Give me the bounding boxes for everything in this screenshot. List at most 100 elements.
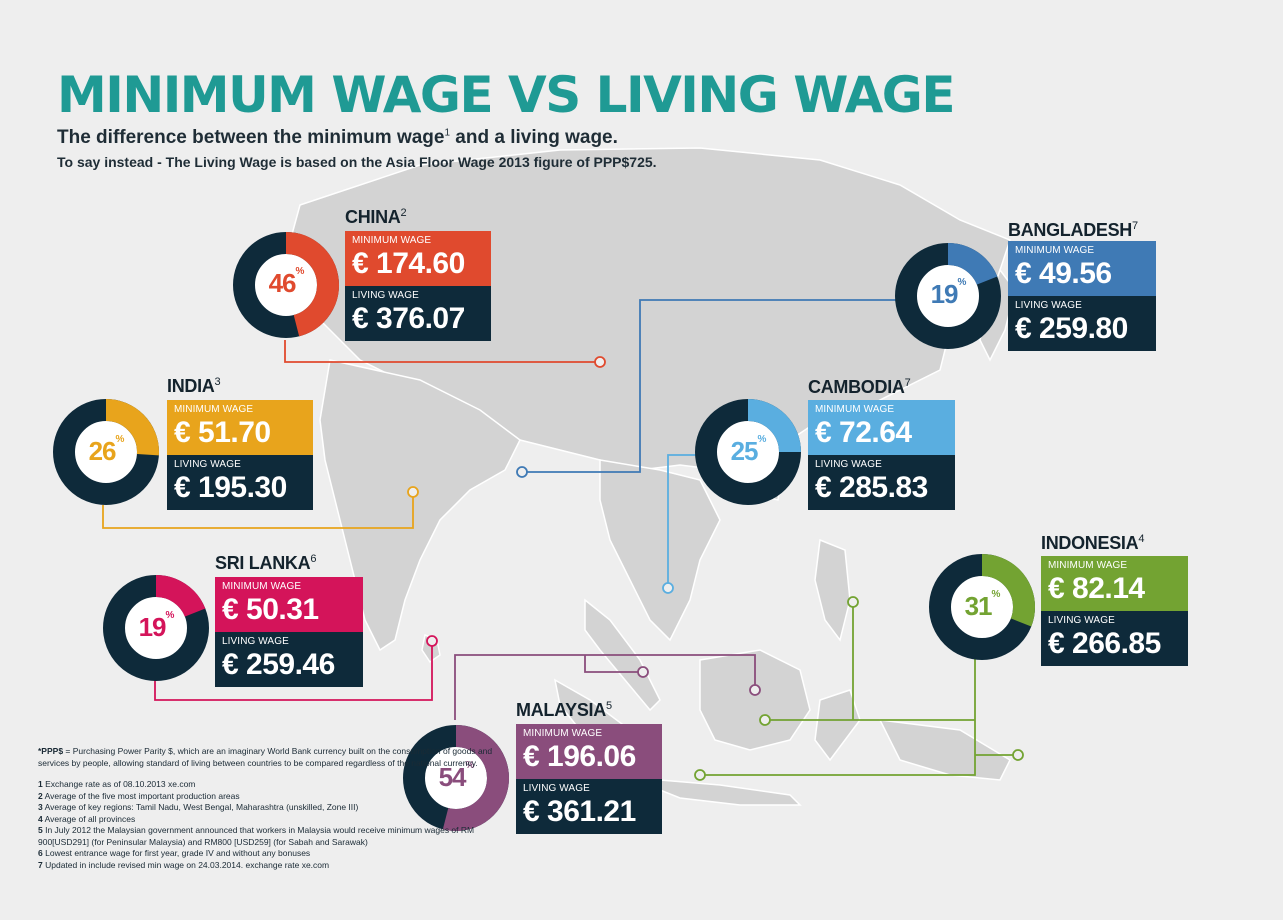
bangladesh-minimum-panel: MINIMUM WAGE € 49.56 [1008,241,1156,296]
india-percent-value: 26 [88,436,117,466]
footnote-text: Average of the five most important produ… [44,790,240,801]
srilanka-living-value: € 259.46 [222,648,335,681]
subtitle-footnote-ref: 1 [444,127,451,139]
subtitle-note: To say instead - The Living Wage is base… [57,154,657,170]
china-minimum-value: € 174.60 [352,247,465,280]
india-living-value: € 195.30 [174,471,287,504]
bangladesh-label: BANGLADESH [1008,220,1133,240]
malaysia-minimum-panel: MINIMUM WAGE € 196.06 [516,724,662,779]
cambodia-percent: 25% [713,434,783,467]
srilanka-percent-value: 19 [138,612,167,642]
china-percent: 46% [251,266,321,299]
china-percent-value: 46 [268,268,297,298]
srilanka-donut-share-arc [155,575,206,618]
bangladesh-minimum-value: € 49.56 [1015,257,1112,290]
cambodia-label: CAMBODIA [808,377,905,397]
cambodia-minimum-panel: MINIMUM WAGE € 72.64 [808,400,955,455]
footnote-item: 2 Average of the five most important pro… [38,791,518,803]
china-percent-sign: % [295,266,305,277]
indonesia-minimum-label: MINIMUM WAGE [1048,560,1128,571]
china-connector [284,340,600,363]
malaysia-connector [454,654,756,720]
china-name: CHINA2 [345,207,407,228]
indonesia-name: INDONESIA4 [1041,533,1144,554]
china-wage-box: MINIMUM WAGE € 174.60 LIVING WAGE € 376.… [345,231,491,341]
srilanka-label: SRI LANKA [215,553,311,573]
land-philippines [814,538,851,642]
srilanka-name: SRI LANKA6 [215,553,316,574]
china-donut-share-arc [285,232,339,337]
cambodia-connector [667,454,700,588]
indonesia-living-panel: LIVING WAGE € 266.85 [1041,611,1188,666]
land-java [659,779,802,806]
cambodia-living-label: LIVING WAGE [815,459,882,470]
china-minimum-label: MINIMUM WAGE [352,235,432,246]
footnote-number: 1 [38,779,43,789]
malaysia-note: 5 [605,700,612,712]
land-papua [878,719,1011,781]
malaysia-living-value: € 361.21 [523,795,636,828]
malaysia-living-panel: LIVING WAGE € 361.21 [516,779,662,834]
footnote-number: 6 [38,848,43,858]
footnote-text: Lowest entrance wage for first year, gra… [45,848,311,858]
cambodia-living-value: € 285.83 [815,471,928,504]
land-india [319,359,521,652]
malaysia-minimum-label: MINIMUM WAGE [523,728,603,739]
malaysia-percent-sign: % [465,760,475,771]
cambodia-donut-share-arc [747,399,801,453]
ppp-definition: *PPP$ = Purchasing Power Parity $, which… [38,746,518,769]
footnote-number: 2 [38,790,43,801]
india-connector [102,492,414,529]
page-title: MINIMUM WAGE VS LIVING WAGE [57,66,956,124]
footnote-text: Exchange rate as of 08.10.2013 xe.com [45,779,196,789]
srilanka-note: 6 [310,553,317,565]
footnote-text: Average of key regions: Tamil Nadu, West… [44,802,359,812]
indonesia-connector [700,602,1018,776]
indonesia-label: INDONESIA [1041,533,1139,553]
bangladesh-name: BANGLADESH7 [1008,220,1138,241]
india-percent-sign: % [115,434,125,445]
indonesia-donut-share-arc [981,554,1035,627]
bangladesh-living-value: € 259.80 [1015,312,1128,345]
indonesia-percent: 31% [947,589,1017,622]
footnote-item: 1 Exchange rate as of 08.10.2013 xe.com [38,779,518,791]
india-living-panel: LIVING WAGE € 195.30 [167,455,313,510]
china-living-label: LIVING WAGE [352,290,419,301]
cambodia-wage-box: MINIMUM WAGE € 72.64 LIVING WAGE € 285.8… [808,400,955,510]
cambodia-living-panel: LIVING WAGE € 285.83 [808,455,955,510]
china-minimum-panel: MINIMUM WAGE € 174.60 [345,231,491,286]
land-sulawesi [814,689,861,762]
bangladesh-living-panel: LIVING WAGE € 259.80 [1008,296,1156,351]
srilanka-wage-box: MINIMUM WAGE € 50.31 LIVING WAGE € 259.4… [215,577,363,687]
india-wage-box: MINIMUM WAGE € 51.70 LIVING WAGE € 195.3… [167,400,313,510]
china-note: 2 [400,207,407,219]
india-label: INDIA [167,376,215,396]
malaysia-minimum-value: € 196.06 [523,740,636,773]
cambodia-note: 7 [904,377,911,389]
ppp-text: = Purchasing Power Parity $, which are a… [38,746,493,768]
malaysia-percent: 54% [421,760,491,793]
india-name: INDIA3 [167,376,221,397]
malaysia-donut-share-arc [442,725,509,831]
srilanka-living-panel: LIVING WAGE € 259.46 [215,632,363,687]
cambodia-minimum-label: MINIMUM WAGE [815,404,895,415]
indonesia-minimum-panel: MINIMUM WAGE € 82.14 [1041,556,1188,611]
india-donut-share-arc [105,399,159,456]
srilanka-minimum-label: MINIMUM WAGE [222,581,302,592]
malaysia-living-label: LIVING WAGE [523,783,590,794]
connectors [102,299,1024,781]
india-minimum-value: € 51.70 [174,416,271,449]
indonesia-percent-sign: % [991,589,1001,600]
subtitle: The difference between the minimum wage1… [57,127,618,149]
footnote-item: 6 Lowest entrance wage for first year, g… [38,848,518,860]
cambodia-percent-sign: % [757,434,767,445]
footnote-number: 5 [38,825,43,835]
indonesia-living-label: LIVING WAGE [1048,615,1115,626]
donut-charts [53,232,1035,831]
land-borneo [699,649,811,751]
land-indochina [599,459,721,642]
malaysia-percent-value: 54 [438,762,467,792]
ppp-term: *PPP$ [38,746,64,756]
srilanka-minimum-panel: MINIMUM WAGE € 50.31 [215,577,363,632]
